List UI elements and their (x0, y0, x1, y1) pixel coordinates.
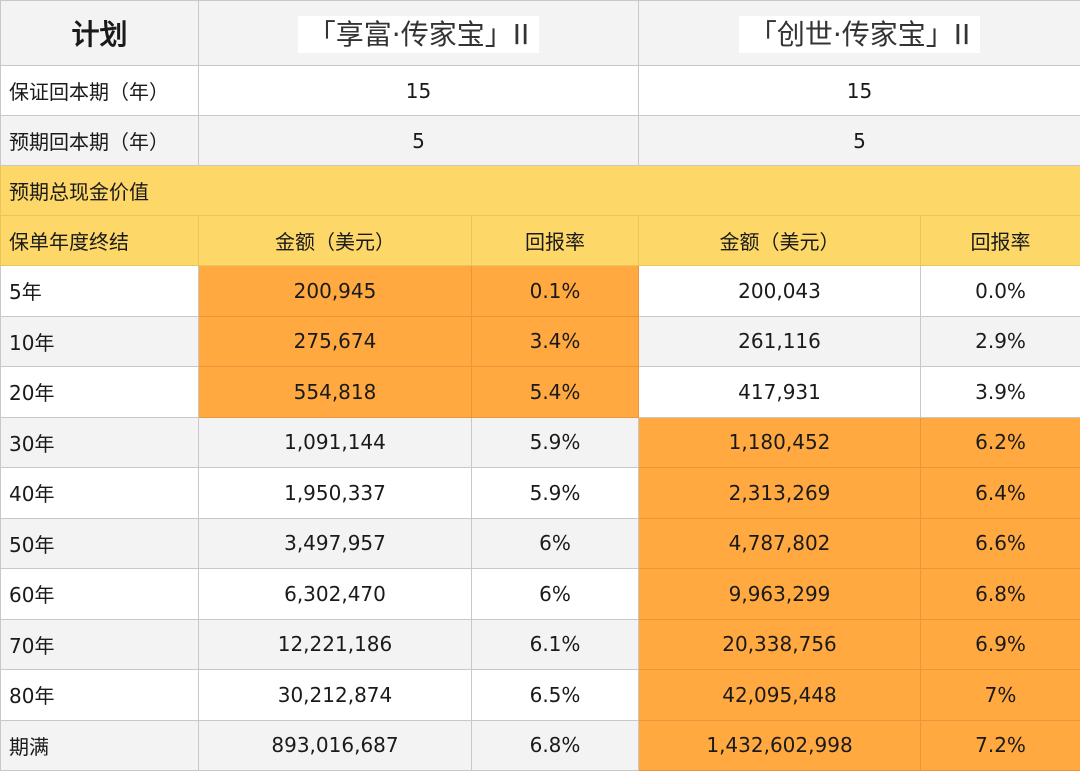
plan-a-amount: 554,818 (198, 366, 472, 418)
col-b-amount-header: 金额（美元） (638, 215, 922, 266)
plan-b-rate: 7.2% (920, 719, 1080, 771)
year-cell: 80年 (0, 669, 199, 721)
plan-a-rate: 5.9% (470, 467, 640, 519)
row-label: 预期回本期（年） (0, 115, 199, 166)
column-headers: 保单年度终结 金额（美元） 回报率 金额（美元） 回报率 (0, 215, 1080, 266)
plan-a-amount: 893,016,687 (198, 719, 472, 771)
plan-a-rate: 5.9% (470, 416, 640, 468)
plan-b-amount: 261,116 (638, 315, 922, 367)
plan-a-rate: 6.1% (470, 618, 640, 670)
table-row: 5年 200,945 0.1% 200,043 0.0% (0, 265, 1080, 317)
year-cell: 5年 (0, 265, 199, 317)
year-cell: 期满 (0, 719, 199, 771)
row-label: 保证回本期（年） (0, 65, 199, 116)
col-a-amount-header: 金额（美元） (198, 215, 472, 266)
plan-b-rate: 3.9% (920, 366, 1080, 418)
plan-b-amount: 200,043 (638, 265, 922, 317)
plan-b-amount: 4,787,802 (638, 517, 922, 569)
table-row: 60年 6,302,470 6% 9,963,299 6.8% (0, 568, 1080, 620)
plan-b-amount: 1,180,452 (638, 416, 922, 468)
plan-b-amount: 9,963,299 (638, 568, 922, 620)
table-row: 20年 554,818 5.4% 417,931 3.9% (0, 366, 1080, 418)
plan-b-amount: 417,931 (638, 366, 922, 418)
col-a-rate-header: 回报率 (470, 215, 640, 266)
table-row: 10年 275,674 3.4% 261,116 2.9% (0, 315, 1080, 367)
year-cell: 50年 (0, 517, 199, 569)
table-row: 30年 1,091,144 5.9% 1,180,452 6.2% (0, 416, 1080, 468)
section-title: 预期总现金价值 (0, 165, 1080, 216)
plan-a-rate: 0.1% (470, 265, 640, 317)
plan-a-name: 「享富·传家宝」II (197, 0, 640, 66)
table-row: 80年 30,212,874 6.5% 42,095,448 7% (0, 669, 1080, 721)
plan-a-rate: 6.8% (470, 719, 640, 771)
year-cell: 70年 (0, 618, 199, 670)
col-b-rate-header: 回报率 (920, 215, 1080, 266)
plan-a-amount: 1,950,337 (198, 467, 472, 519)
year-cell: 20年 (0, 366, 199, 418)
table-row: 70年 12,221,186 6.1% 20,338,756 6.9% (0, 618, 1080, 670)
year-cell: 40年 (0, 467, 199, 519)
table-row: 50年 3,497,957 6% 4,787,802 6.6% (0, 517, 1080, 569)
plan-b-value: 15 (638, 65, 1080, 116)
plan-b-rate: 6.4% (920, 467, 1080, 519)
plan-a-value: 15 (197, 65, 640, 116)
plan-a-amount: 12,221,186 (198, 618, 472, 670)
plan-a-rate: 6% (470, 517, 640, 569)
plan-b-rate: 6.2% (920, 416, 1080, 468)
plan-b-rate: 6.9% (920, 618, 1080, 670)
expected-breakeven-row: 预期回本期（年） 5 5 (0, 115, 1080, 166)
plan-a-rate: 6.5% (470, 669, 640, 721)
year-cell: 30年 (0, 416, 199, 468)
plan-label: 计划 (0, 0, 199, 66)
plan-a-amount: 200,945 (198, 265, 472, 317)
col-year-header: 保单年度终结 (0, 215, 199, 266)
plan-b-rate: 6.6% (920, 517, 1080, 569)
table-row: 期满 893,016,687 6.8% 1,432,602,998 7.2% (0, 719, 1080, 771)
plan-b-amount: 2,313,269 (638, 467, 922, 519)
plan-a-amount: 6,302,470 (198, 568, 472, 620)
plan-a-amount: 275,674 (198, 315, 472, 367)
plan-b-value: 5 (638, 115, 1080, 166)
plan-b-amount: 42,095,448 (638, 669, 922, 721)
plan-a-rate: 3.4% (470, 315, 640, 367)
plan-b-amount: 20,338,756 (638, 618, 922, 670)
table-row: 40年 1,950,337 5.9% 2,313,269 6.4% (0, 467, 1080, 519)
plan-b-rate: 7% (920, 669, 1080, 721)
plan-b-rate: 0.0% (920, 265, 1080, 317)
plan-a-amount: 3,497,957 (198, 517, 472, 569)
plan-b-amount: 1,432,602,998 (638, 719, 922, 771)
guaranteed-breakeven-row: 保证回本期（年） 15 15 (0, 65, 1080, 116)
plan-b-rate: 6.8% (920, 568, 1080, 620)
plan-b-name: 「创世·传家宝」II (638, 0, 1080, 66)
plan-a-value: 5 (197, 115, 640, 166)
year-cell: 10年 (0, 315, 199, 367)
plan-b-rate: 2.9% (920, 315, 1080, 367)
plan-a-rate: 6% (470, 568, 640, 620)
plan-a-amount: 30,212,874 (198, 669, 472, 721)
plan-a-rate: 5.4% (470, 366, 640, 418)
plan-a-amount: 1,091,144 (198, 416, 472, 468)
year-cell: 60年 (0, 568, 199, 620)
